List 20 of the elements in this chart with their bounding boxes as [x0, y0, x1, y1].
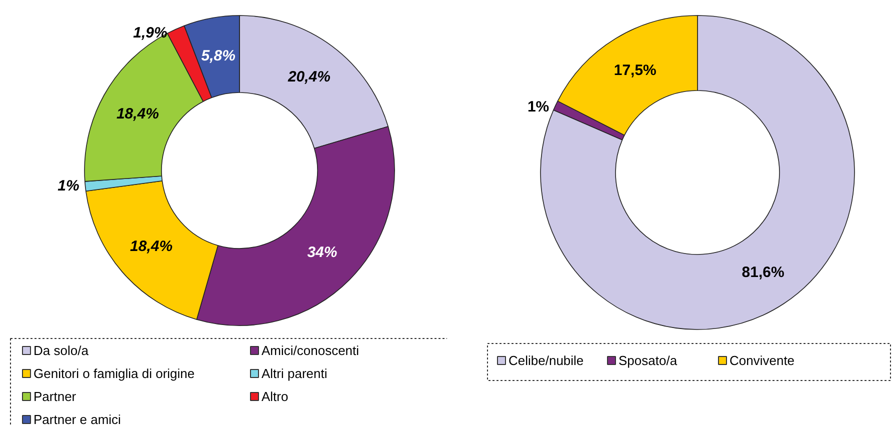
data-label: 34%: [307, 244, 338, 262]
data-label: 81,6%: [742, 264, 784, 281]
data-label: 1%: [527, 98, 550, 116]
data-label: 1%: [58, 177, 80, 194]
legend-label: Altri parenti: [262, 366, 328, 381]
data-label: 20,4%: [286, 68, 330, 86]
legend-label: Amici/conoscenti: [262, 343, 360, 358]
legend-label: Altro: [262, 389, 288, 404]
legend-label: Partner e amici: [34, 412, 122, 426]
legend-label: Partner: [34, 389, 77, 404]
legend-label: Genitori o famiglia di origine: [34, 366, 195, 381]
legend-label: Sposato/a: [618, 353, 678, 368]
legend-label: Convivente: [730, 353, 795, 368]
data-label: 17,5%: [614, 62, 656, 80]
legend-label: Celibe/nubile: [508, 353, 584, 368]
legend-label: Da solo/a: [34, 343, 90, 358]
data-label: 18,4%: [130, 238, 173, 256]
data-label: 5,8%: [201, 47, 236, 64]
data-label: 18,4%: [116, 105, 159, 122]
data-label: 1,9%: [133, 24, 168, 42]
